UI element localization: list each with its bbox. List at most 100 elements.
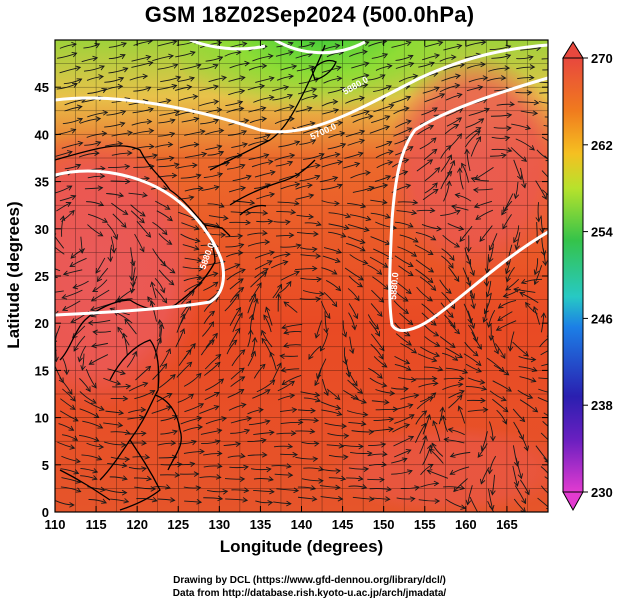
streamline-arrow [458, 225, 465, 231]
streamline [506, 266, 515, 282]
streamline-arrow [453, 123, 460, 129]
streamline [324, 422, 347, 427]
streamline-arrow [473, 203, 480, 209]
streamline-arrow [171, 84, 178, 90]
streamline-arrow [340, 143, 347, 149]
streamline-arrow [73, 345, 79, 352]
streamline [393, 107, 409, 115]
streamline [126, 351, 137, 368]
streamline [254, 183, 271, 189]
streamline-arrow [550, 198, 555, 203]
streamline-arrow [384, 125, 391, 131]
streamline [300, 254, 321, 257]
streamline-arrow [513, 481, 520, 487]
streamline-arrow [76, 78, 83, 84]
streamline-arrow [176, 461, 183, 468]
streamline [371, 289, 384, 303]
streamline [160, 259, 176, 274]
streamline-arrow [472, 187, 479, 193]
streamline [229, 466, 249, 469]
streamline-arrow [488, 256, 494, 263]
streamline-arrow [218, 150, 225, 156]
streamline [442, 383, 463, 391]
streamline-arrow [149, 300, 156, 307]
streamline-arrow [553, 345, 558, 349]
streamline-arrow [123, 498, 130, 504]
streamline [108, 67, 128, 74]
streamline-arrow [121, 42, 127, 48]
streamline-arrow [447, 154, 453, 161]
streamline-arrow [403, 308, 410, 314]
streamline-arrow [314, 332, 320, 339]
streamline [501, 200, 513, 215]
streamline-arrow [412, 237, 419, 243]
streamline-arrow [269, 488, 275, 495]
streamline-arrow [407, 261, 414, 267]
streamline [300, 391, 320, 396]
streamline-arrow [294, 181, 301, 188]
streamline-arrow [287, 160, 294, 166]
streamline [110, 498, 129, 503]
streamline [391, 286, 409, 302]
streamline [232, 312, 243, 333]
colorbar-label: 254 [591, 225, 613, 240]
streamline [247, 232, 267, 236]
streamline [178, 349, 192, 366]
streamline-arrow [555, 163, 560, 167]
streamline [422, 444, 432, 466]
streamline [205, 56, 223, 62]
streamline-arrow [535, 216, 541, 223]
streamline-arrow [377, 373, 383, 379]
streamline [395, 333, 412, 346]
streamline-arrow [446, 170, 453, 177]
streamline-arrow [240, 402, 247, 408]
streamline [79, 378, 91, 392]
streamline-arrow [434, 341, 441, 347]
streamline [344, 356, 350, 377]
streamline-arrow [525, 124, 532, 131]
streamline-arrow [506, 386, 512, 392]
streamline-arrow [192, 94, 199, 100]
streamline-arrow [127, 150, 133, 156]
streamline-arrow [427, 396, 434, 402]
streamline-arrow [411, 251, 417, 257]
streamline-arrow [66, 150, 73, 156]
colorbar-top-triangle [562, 41, 584, 59]
streamline [541, 136, 548, 142]
streamline [442, 415, 448, 432]
streamline [283, 344, 301, 347]
streamline-arrow [403, 157, 410, 164]
streamline [539, 338, 548, 348]
streamline [486, 77, 506, 82]
streamline [247, 241, 270, 247]
streamline-arrow [75, 458, 81, 464]
streamline [136, 220, 151, 238]
streamline-arrow [62, 270, 69, 276]
streamline [510, 147, 527, 162]
streamline-arrow [161, 363, 168, 369]
streamline [225, 235, 243, 238]
streamline-arrow [164, 204, 171, 210]
streamline-arrow [312, 93, 319, 100]
streamline [83, 43, 100, 49]
streamline [87, 213, 108, 223]
streamline-arrow [193, 141, 200, 148]
streamline [200, 339, 215, 356]
streamline-arrow [63, 369, 70, 376]
streamline-arrow [428, 124, 435, 130]
streamline-arrow [450, 159, 456, 166]
streamline-arrow [439, 93, 446, 99]
streamline [128, 409, 146, 414]
streamline [422, 86, 440, 94]
streamline [296, 66, 314, 72]
streamline-arrow [218, 127, 225, 134]
streamline-arrow [142, 192, 148, 198]
streamline-arrow [98, 444, 105, 450]
streamline-arrow [149, 281, 156, 288]
streamline [467, 377, 485, 384]
streamline [347, 224, 369, 231]
streamline-arrow [122, 67, 129, 73]
streamline [159, 110, 180, 116]
streamline [230, 417, 252, 424]
streamline-arrow [248, 329, 254, 335]
